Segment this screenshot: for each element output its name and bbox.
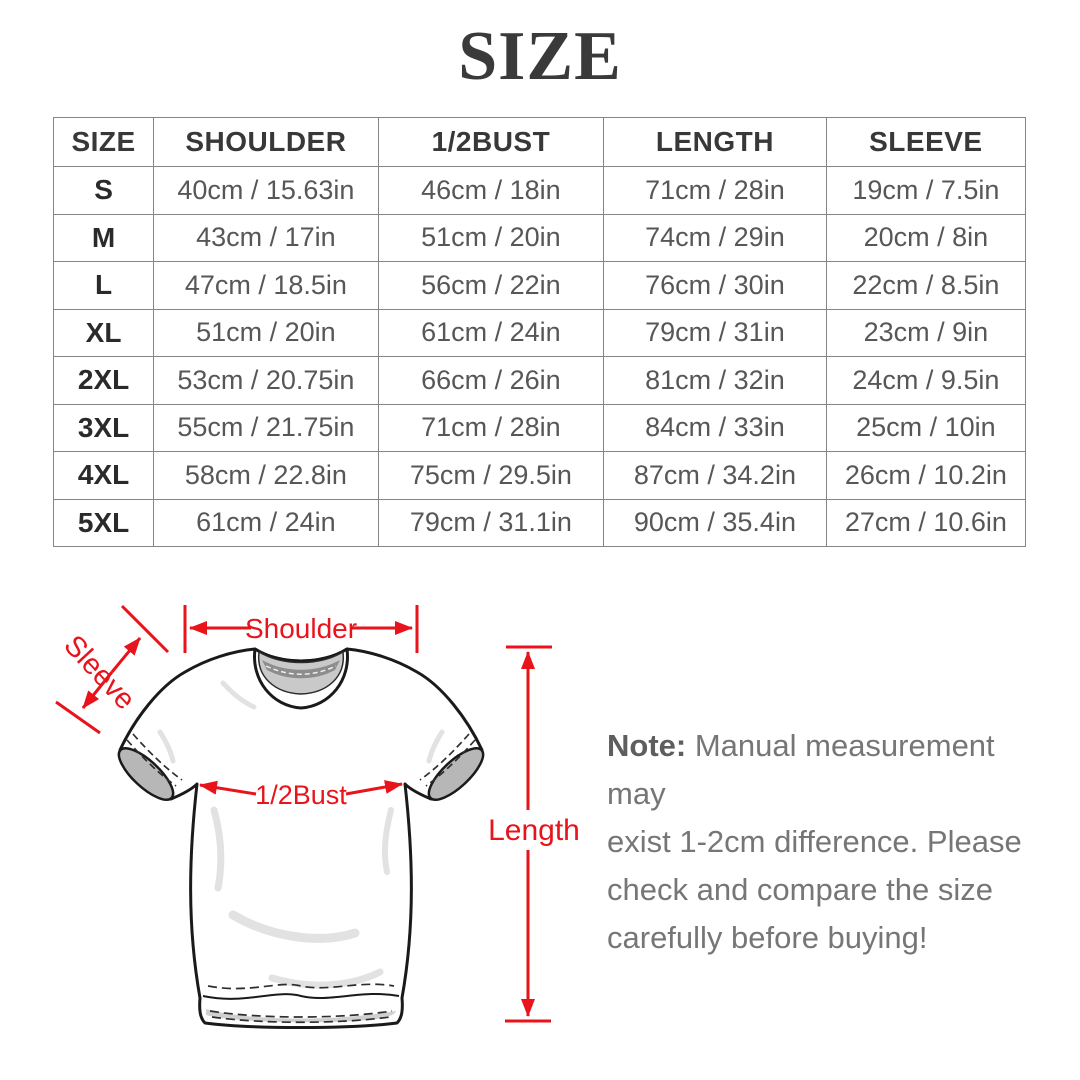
size-table-header: SIZE SHOULDER 1/2BUST LENGTH SLEEVE bbox=[52, 117, 1027, 167]
hem-shadow bbox=[206, 1009, 396, 1023]
measurement-cell: 81cm / 32in bbox=[603, 356, 827, 405]
wrinkle bbox=[426, 729, 445, 764]
size-chart-table: SIZE SHOULDER 1/2BUST LENGTH SLEEVE S 40cm / … bbox=[52, 117, 1027, 547]
size-table-body: S 40cm / 15.63in 46cm / 18in 71cm / 28in 19c… bbox=[52, 166, 1027, 547]
tshirt-measurement-diagram: Shoulder Sleeve 1/2Bust Length bbox=[55, 604, 580, 1029]
bust-arrow-left bbox=[199, 780, 257, 796]
hem-seam bbox=[202, 993, 400, 1000]
hem-stitch bbox=[207, 983, 395, 990]
note-line: exist 1-2cm difference. Please bbox=[607, 824, 1022, 859]
sleeve-arrow-up bbox=[110, 637, 142, 673]
measurement-cell: 47cm / 18.5in bbox=[153, 261, 379, 310]
length-label: Length bbox=[488, 814, 580, 847]
size-cell: M bbox=[52, 213, 155, 262]
column-header: SHOULDER bbox=[153, 117, 379, 167]
measurement-cell: 27cm / 10.6in bbox=[825, 498, 1027, 547]
wrinkle bbox=[210, 806, 225, 892]
sleeve-label: Sleeve bbox=[57, 629, 141, 716]
measurement-cell: 76cm / 30in bbox=[603, 261, 827, 310]
measurement-cell: 58cm / 22.8in bbox=[153, 451, 379, 500]
table-row: L 47cm / 18.5in 56cm / 22in 76cm / 30in 22cm… bbox=[52, 261, 1027, 310]
measurement-cell: 23cm / 9in bbox=[825, 308, 1027, 357]
wrinkle bbox=[157, 729, 176, 764]
measurement-cell: 51cm / 20in bbox=[377, 213, 605, 262]
table-row: M 43cm / 17in 51cm / 20in 74cm / 29in 20cm /… bbox=[52, 213, 1027, 262]
sleeve-tick-top bbox=[120, 604, 170, 654]
hem-stitch bbox=[211, 1016, 391, 1024]
note-line: Note: Manual measurement may bbox=[607, 722, 1047, 818]
measurement-cell: 22cm / 8.5in bbox=[825, 261, 1027, 310]
measurement-cell: 87cm / 34.2in bbox=[603, 451, 827, 500]
measurement-cell: 61cm / 24in bbox=[153, 498, 379, 547]
collar-tape bbox=[262, 660, 340, 679]
measurement-cell: 55cm / 21.75in bbox=[153, 403, 379, 452]
size-cell: 5XL bbox=[52, 498, 155, 547]
measurement-cell: 79cm / 31.1in bbox=[377, 498, 605, 547]
column-header: 1/2BUST bbox=[377, 117, 605, 167]
page-title: SIZE bbox=[458, 18, 622, 95]
note-text: Manual measurement may bbox=[607, 728, 995, 811]
measurement-cell: 71cm / 28in bbox=[377, 403, 605, 452]
bust-arrow-right bbox=[345, 780, 403, 796]
right-cuff-stitch bbox=[425, 739, 476, 787]
measurement-cell: 19cm / 7.5in bbox=[825, 166, 1027, 215]
bust-label: 1/2Bust bbox=[255, 780, 347, 810]
size-cell: 3XL bbox=[52, 403, 155, 452]
measurement-cell: 40cm / 15.63in bbox=[153, 166, 379, 215]
measurement-cell: 56cm / 22in bbox=[377, 261, 605, 310]
column-header: SLEEVE bbox=[825, 117, 1027, 167]
size-cell: L bbox=[52, 261, 155, 310]
table-row: 2XL 53cm / 20.75in 66cm / 26in 81cm / 32in 2… bbox=[52, 356, 1027, 405]
hem-stitch bbox=[209, 1010, 393, 1018]
table-row: XL 51cm / 20in 61cm / 24in 79cm / 31in 23cm … bbox=[52, 308, 1027, 357]
measurement-cell: 53cm / 20.75in bbox=[153, 356, 379, 405]
measurement-cell: 90cm / 35.4in bbox=[603, 498, 827, 547]
measurement-cell: 24cm / 9.5in bbox=[825, 356, 1027, 405]
note-line: carefully before buying! bbox=[607, 920, 928, 955]
right-cuff-opening bbox=[427, 747, 485, 801]
wrinkle bbox=[220, 680, 257, 710]
size-cell: 4XL bbox=[52, 451, 155, 500]
measurement-note: Note: Manual measurement may exist 1-2cm… bbox=[607, 722, 1047, 962]
measurement-cell: 43cm / 17in bbox=[153, 213, 379, 262]
table-row: 4XL 58cm / 22.8in 75cm / 29.5in 87cm / 34.2… bbox=[52, 451, 1027, 500]
wrinkle bbox=[381, 807, 394, 875]
measurement-cell: 26cm / 10.2in bbox=[825, 451, 1027, 500]
measurement-cell: 84cm / 33in bbox=[603, 403, 827, 452]
tshirt-illustration bbox=[117, 647, 485, 1029]
wrinkle bbox=[228, 910, 360, 943]
measurement-cell: 20cm / 8in bbox=[825, 213, 1027, 262]
measurement-cell: 75cm / 29.5in bbox=[377, 451, 605, 500]
sleeve-arrow-down bbox=[81, 671, 114, 709]
measurement-cell: 66cm / 26in bbox=[377, 356, 605, 405]
measurement-cell: 74cm / 29in bbox=[603, 213, 827, 262]
size-cell: S bbox=[52, 166, 155, 215]
shoulder-label: Shoulder bbox=[245, 613, 357, 644]
collar-tape-stitch bbox=[265, 665, 337, 675]
left-cuff-opening bbox=[117, 747, 175, 801]
table-row: 5XL 61cm / 24in 79cm / 31.1in 90cm / 35.4in… bbox=[52, 498, 1027, 547]
left-cuff-stitch bbox=[126, 739, 177, 787]
column-header: LENGTH bbox=[603, 117, 827, 167]
left-cuff-stitch bbox=[132, 733, 183, 781]
header-row: SIZE SHOULDER 1/2BUST LENGTH SLEEVE bbox=[52, 117, 1027, 167]
tshirt-body bbox=[118, 647, 484, 1029]
column-header: SIZE bbox=[52, 117, 155, 167]
table-row: S 40cm / 15.63in 46cm / 18in 71cm / 28in 19c… bbox=[52, 166, 1027, 215]
wrinkle bbox=[268, 968, 384, 989]
note-line: check and compare the size bbox=[607, 872, 993, 907]
sleeve-tick-bottom bbox=[55, 700, 101, 735]
table-row: 3XL 55cm / 21.75in 71cm / 28in 84cm / 33in 2… bbox=[52, 403, 1027, 452]
measurement-cell: 61cm / 24in bbox=[377, 308, 605, 357]
measurement-cell: 79cm / 31in bbox=[603, 308, 827, 357]
measurement-cell: 25cm / 10in bbox=[825, 403, 1027, 452]
measurement-cell: 46cm / 18in bbox=[377, 166, 605, 215]
measurement-cell: 51cm / 20in bbox=[153, 308, 379, 357]
measurement-cell: 71cm / 28in bbox=[603, 166, 827, 215]
note-prefix: Note: bbox=[607, 728, 687, 763]
size-cell: XL bbox=[52, 308, 155, 357]
size-cell: 2XL bbox=[52, 356, 155, 405]
right-cuff-stitch bbox=[419, 733, 470, 781]
